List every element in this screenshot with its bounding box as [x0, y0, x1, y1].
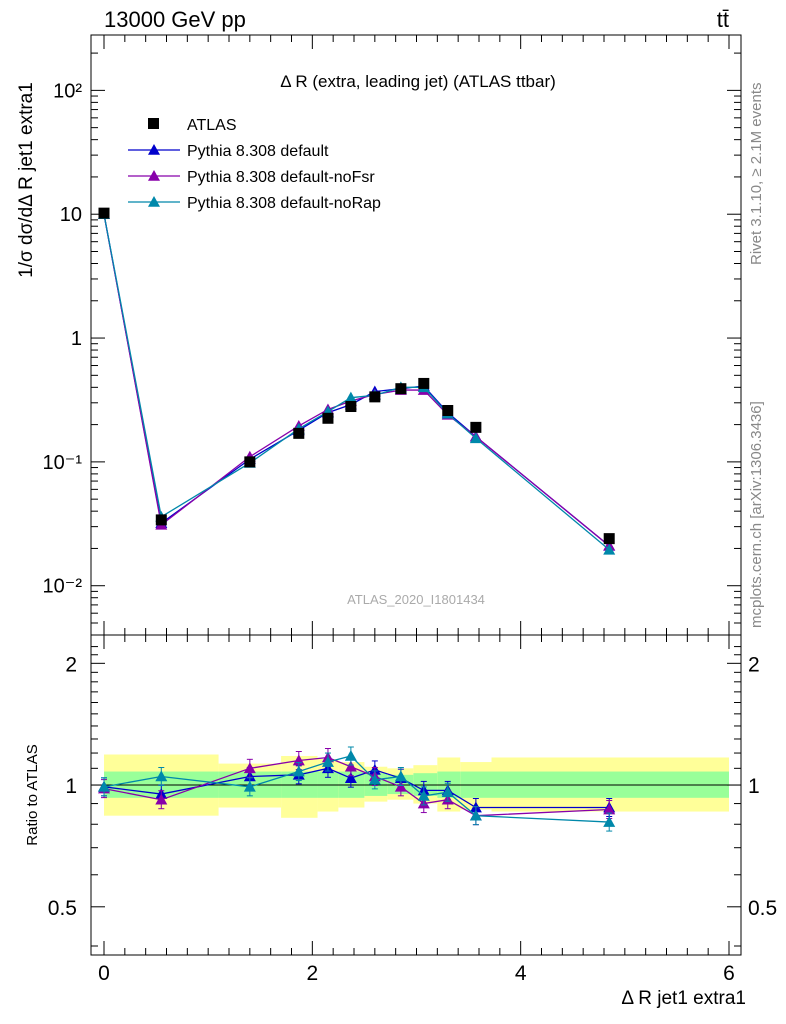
legend-label: Pythia 8.308 default	[187, 143, 329, 160]
series-line	[103, 214, 610, 547]
ratio-y-label: Ratio to ATLAS	[24, 744, 41, 845]
data-point	[395, 383, 407, 395]
y-tick-label: 1	[71, 328, 82, 350]
ratio-y-tick-label: 2	[65, 653, 77, 676]
y-tick-label: 10⁻²	[43, 576, 83, 598]
series-atlas	[98, 207, 615, 545]
y-tick-label: 10	[60, 204, 82, 226]
main-data-layer	[98, 207, 616, 555]
ratio-y-tick-label-right: 2	[748, 653, 760, 676]
legend-marker	[148, 118, 159, 129]
ratio-point	[155, 770, 168, 782]
ratio-point	[469, 809, 482, 821]
main-y-label-text: 1/σ dσ/dΔ R jet1 extra1	[16, 82, 37, 278]
ratio-point	[321, 756, 334, 767]
legend-marker	[148, 170, 160, 181]
data-point	[603, 543, 616, 555]
data-point	[418, 377, 430, 389]
ratio-point	[344, 749, 357, 761]
data-point	[369, 391, 381, 403]
legend-label: Pythia 8.308 default-noFsr	[187, 169, 375, 186]
y-tick-label: 10⁻¹	[43, 452, 83, 474]
legend: ATLAS Pythia 8.308 default Pythia 8.308 de…	[128, 117, 381, 212]
mcplots-label: mcplots.cern.ch [arXiv:1306.3436]	[748, 401, 765, 628]
series-1	[98, 208, 616, 551]
data-point	[344, 391, 357, 403]
series-2	[98, 208, 616, 551]
ratio-point	[344, 760, 357, 772]
ratio-y-tick-label-right: 1	[748, 775, 760, 798]
main-y-axis: 10⁻² 10⁻¹ 1 10 10²	[43, 35, 741, 636]
watermark-label: ATLAS_2020_I1801434	[347, 592, 485, 607]
legend-label: Pythia 8.308 default-noRap	[187, 195, 381, 212]
ratio-point	[394, 770, 407, 782]
rivet-label: Rivet 3.1.10, ≥ 2.1M events	[748, 83, 765, 266]
data-point	[244, 456, 256, 468]
x-tick-label: 0	[98, 962, 110, 985]
ratio-y-tick-label: 1	[65, 775, 77, 798]
ratio-point	[292, 765, 305, 777]
main-y-label: 1/σ dσ/dΔ R jet1 extra1	[16, 82, 37, 278]
x-tick-label: 4	[515, 962, 527, 985]
legend-marker	[148, 196, 160, 207]
ratio-point	[243, 780, 256, 792]
data-point	[98, 207, 110, 219]
ratio-point	[243, 762, 256, 774]
ratio-point	[155, 793, 168, 805]
ratio-point	[394, 780, 407, 792]
data-point	[603, 533, 615, 545]
ratio-series-2	[98, 746, 616, 832]
data-point	[155, 514, 167, 526]
ratio-point	[441, 786, 454, 798]
ratio-point	[603, 816, 616, 827]
ratio-data-layer	[98, 746, 616, 832]
ratio-point	[368, 773, 381, 785]
data-point	[322, 412, 334, 424]
x-tick-label: 2	[306, 962, 318, 985]
x-axis-label: Δ R jet1 extra1	[621, 988, 746, 1009]
data-point	[293, 427, 305, 439]
data-point	[345, 401, 357, 413]
ratio-y-tick-label: 0.5	[48, 897, 77, 920]
data-point	[469, 432, 482, 444]
x-tick-label: 6	[723, 962, 735, 985]
ratio-point	[603, 803, 616, 815]
data-point	[442, 404, 454, 416]
main-panel: 10⁻² 10⁻¹ 1 10 10² Δ R (extra, leading jet) …	[16, 34, 742, 636]
data-point	[470, 421, 482, 433]
ratio-point	[344, 772, 357, 783]
ratio-point	[417, 789, 430, 801]
series-line	[103, 214, 610, 551]
ratio-axes: 0.5 0.5 1 1 2 2 0 2 4 6	[48, 635, 777, 985]
energy-label: 13000 GeV pp	[104, 7, 246, 32]
process-label: tt̄	[717, 7, 729, 32]
ratio-y-tick-label-right: 0.5	[748, 897, 777, 920]
ratio-point	[98, 780, 110, 792]
legend-marker	[148, 144, 160, 155]
series-3	[98, 208, 616, 555]
legend-label: ATLAS	[187, 117, 237, 134]
series-line	[103, 214, 610, 547]
y-tick-label: 10²	[53, 80, 82, 102]
main-title: Δ R (extra, leading jet) (ATLAS ttbar)	[280, 72, 556, 91]
ratio-panel: 0.5 0.5 1 1 2 2 0 2 4 6 Ratio to ATLAS Δ R jet1 e…	[24, 634, 777, 1009]
